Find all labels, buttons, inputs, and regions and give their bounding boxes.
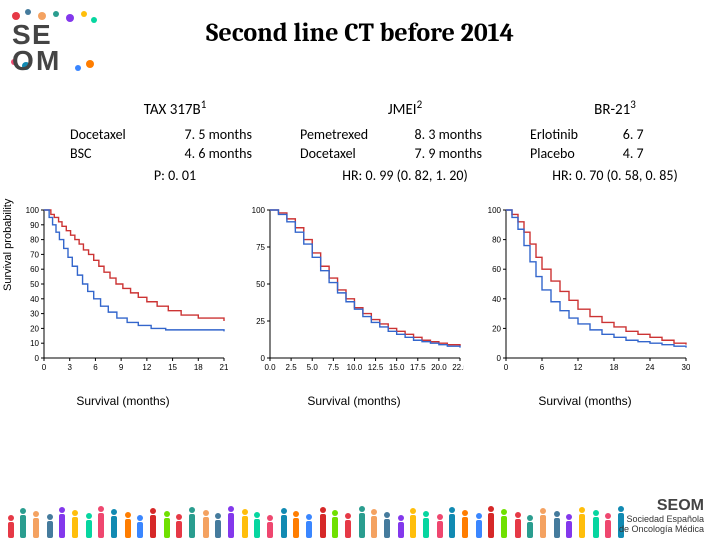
svg-text:0: 0 xyxy=(261,354,266,363)
trial-name: TAX 317B1 xyxy=(70,98,280,119)
trial-name: BR-213 xyxy=(530,98,700,119)
svg-text:18: 18 xyxy=(610,363,619,372)
svg-text:0: 0 xyxy=(42,363,47,372)
svg-text:3: 3 xyxy=(67,363,72,372)
svg-text:0.0: 0.0 xyxy=(264,363,276,372)
arm-label: Pemetrexed xyxy=(300,126,415,143)
trial-name: JMEI2 xyxy=(300,98,510,119)
svg-text:30: 30 xyxy=(30,310,39,319)
svg-text:60: 60 xyxy=(492,265,501,274)
svg-text:12.5: 12.5 xyxy=(368,363,384,372)
svg-text:60: 60 xyxy=(30,265,39,274)
svg-text:25: 25 xyxy=(256,317,265,326)
footer-people-band xyxy=(0,498,720,540)
trial-stat: HR: 0. 70 (0. 58, 0. 85) xyxy=(530,167,700,184)
arm-label: Docetaxel xyxy=(300,145,415,162)
x-axis-label: Survival (months) xyxy=(244,394,464,408)
svg-text:6: 6 xyxy=(540,363,545,372)
arm-label: Placebo xyxy=(530,145,623,162)
page-title: Second line CT before 2014 xyxy=(0,18,720,48)
km-plot-br21: 0204060801000612182430 Survival (months) xyxy=(480,206,690,376)
svg-text:0: 0 xyxy=(497,354,502,363)
svg-text:10: 10 xyxy=(30,339,39,348)
svg-text:21: 21 xyxy=(220,363,228,372)
svg-text:15: 15 xyxy=(168,363,177,372)
svg-text:50: 50 xyxy=(30,280,39,289)
svg-text:12: 12 xyxy=(142,363,151,372)
trial-stat: HR: 0. 99 (0. 82, 1. 20) xyxy=(300,167,510,184)
svg-text:90: 90 xyxy=(30,221,39,230)
arm-label: Erlotinib xyxy=(530,126,623,143)
svg-text:100: 100 xyxy=(26,206,40,215)
arm-value: 6. 7 xyxy=(623,126,700,143)
svg-text:22.5: 22.5 xyxy=(452,363,464,372)
svg-text:18: 18 xyxy=(194,363,203,372)
svg-text:100: 100 xyxy=(488,206,502,215)
km-plot-jmei: 0 25 50 75 100 0.0 2.5 5.0 7.5 10.0 12.5 15.0 17.5 20… xyxy=(244,206,464,376)
logo-letter: M xyxy=(36,45,59,74)
x-axis-label: Survival (months) xyxy=(480,394,690,408)
trial-col-jmei: JMEI2 Pemetrexed8. 3 months Docetaxel7. … xyxy=(300,98,510,184)
x-axis-label: Survival (months) xyxy=(18,394,228,408)
svg-text:12: 12 xyxy=(574,363,583,372)
trial-col-br21: BR-213 Erlotinib6. 7 Placebo4. 7 HR: 0. … xyxy=(530,98,700,184)
svg-text:17.5: 17.5 xyxy=(410,363,426,372)
arm-value: 7. 9 months xyxy=(415,145,510,162)
svg-text:9: 9 xyxy=(119,363,124,372)
arm-value: 7. 5 months xyxy=(185,126,280,143)
svg-text:15.0: 15.0 xyxy=(389,363,405,372)
svg-text:40: 40 xyxy=(30,295,39,304)
svg-text:20.0: 20.0 xyxy=(431,363,447,372)
trial-stat: P: 0. 01 xyxy=(70,167,280,184)
svg-text:20: 20 xyxy=(492,324,501,333)
arm-label: BSC xyxy=(70,145,185,162)
arm-label: Docetaxel xyxy=(70,126,185,143)
trial-col-tax317b: TAX 317B1 Docetaxel7. 5 months BSC4. 6 m… xyxy=(70,98,280,184)
svg-text:2.5: 2.5 xyxy=(286,363,298,372)
svg-text:75: 75 xyxy=(256,243,265,252)
svg-text:6: 6 xyxy=(93,363,98,372)
arm-value: 4. 6 months xyxy=(185,145,280,162)
arm-value: 4. 7 xyxy=(623,145,700,162)
y-axis-label: Survival probability xyxy=(2,199,14,291)
svg-text:30: 30 xyxy=(682,363,690,372)
svg-text:80: 80 xyxy=(492,236,501,245)
svg-text:100: 100 xyxy=(252,206,266,215)
svg-text:10.0: 10.0 xyxy=(347,363,363,372)
svg-text:20: 20 xyxy=(30,324,39,333)
svg-text:0: 0 xyxy=(35,354,40,363)
svg-text:7.5: 7.5 xyxy=(328,363,340,372)
svg-text:40: 40 xyxy=(492,295,501,304)
svg-text:80: 80 xyxy=(30,236,39,245)
arm-value: 8. 3 months xyxy=(415,126,510,143)
km-plot-tax317b: Survival probability 0102030405060708090… xyxy=(18,206,228,376)
logo-letter: O xyxy=(12,45,34,74)
svg-text:24: 24 xyxy=(646,363,655,372)
svg-text:70: 70 xyxy=(30,250,39,259)
svg-text:0: 0 xyxy=(504,363,509,372)
svg-text:50: 50 xyxy=(256,280,265,289)
logo-seom-bottom: SEOM Sociedad Española de Oncología Médi… xyxy=(619,497,704,534)
km-plots-row: Survival probability 0102030405060708090… xyxy=(18,206,690,376)
svg-text:5.0: 5.0 xyxy=(307,363,319,372)
